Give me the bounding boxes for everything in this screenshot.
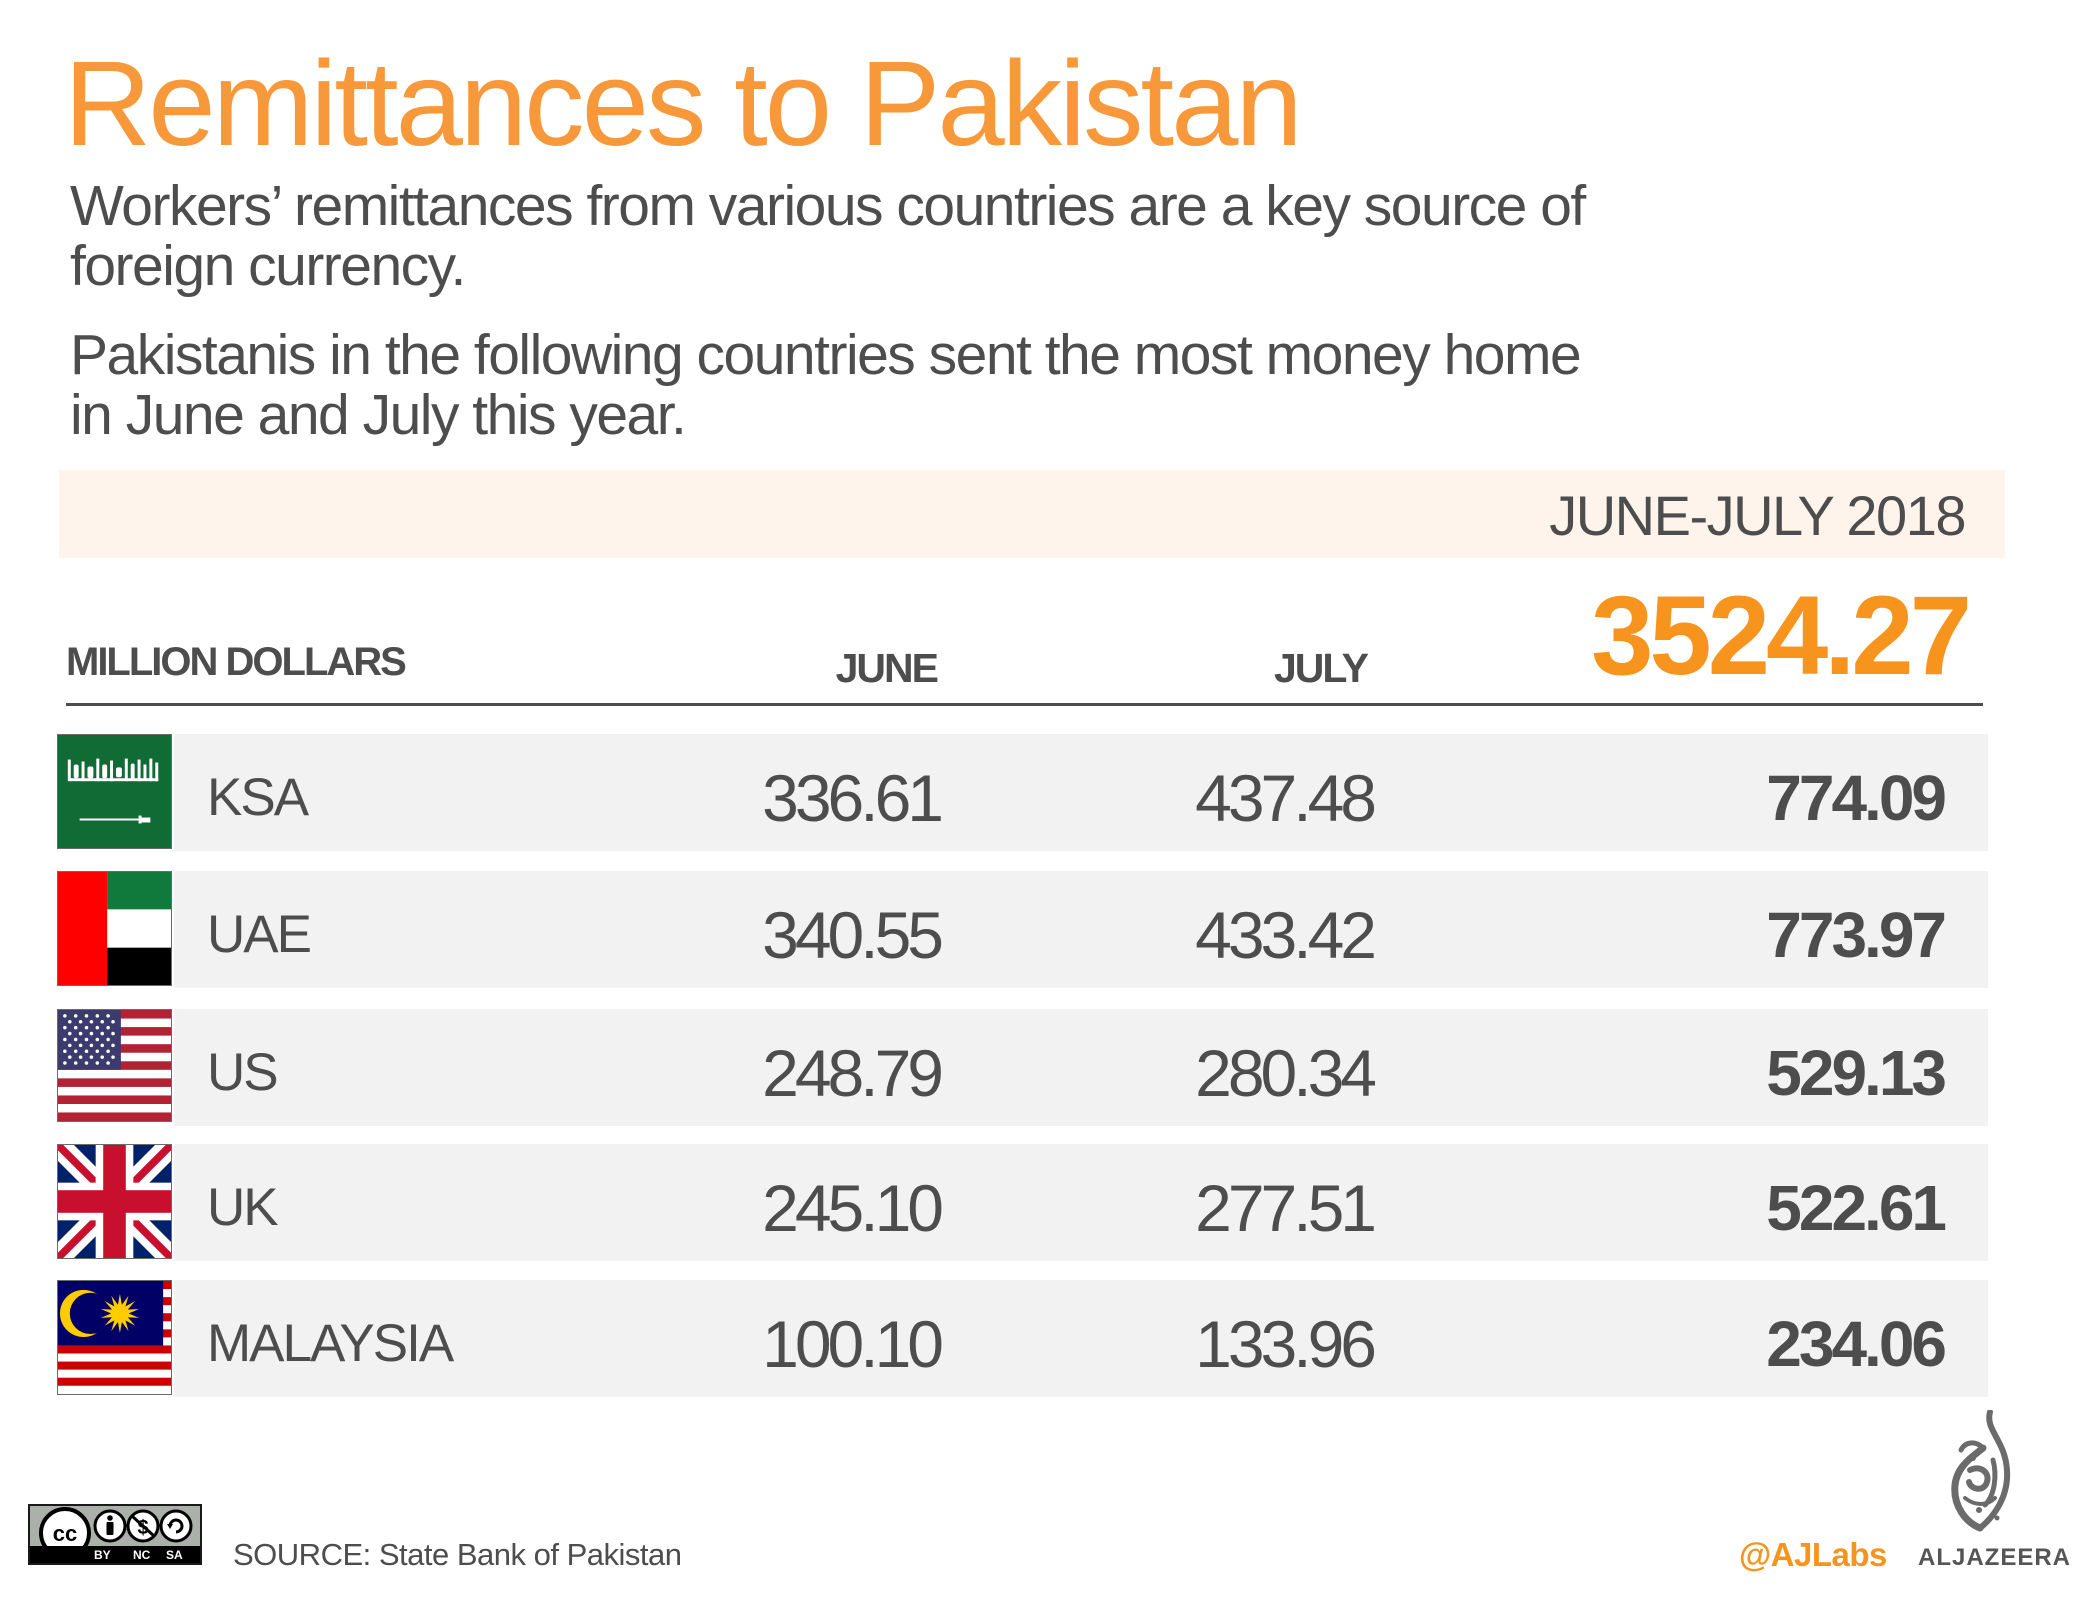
total-value: 529.13 <box>1766 1037 1947 1109</box>
june-value: 245.10 <box>762 1171 944 1245</box>
row-band <box>174 1144 1988 1261</box>
table-row: MALAYSIA 100.10 133.96 234.06 <box>57 1280 1988 1397</box>
by-attribution-icon <box>93 1509 127 1543</box>
country-name: UAE <box>207 905 312 964</box>
table-row: UAE 340.55 433.42 773.97 <box>57 871 1988 988</box>
unit-label: MILLION DOLLARS <box>66 640 407 684</box>
intro-line-2: foreign currency. <box>70 234 466 298</box>
header-divider <box>66 703 1983 706</box>
nc-noncommercial-icon: $ <box>126 1509 160 1543</box>
june-value: 336.61 <box>762 761 944 835</box>
june-value: 100.10 <box>762 1307 944 1381</box>
table-row: KSA 336.61 437.48 774.09 <box>57 734 1988 851</box>
description-paragraph: Pakistanis in the following countries se… <box>70 323 1582 447</box>
country-name: KSA <box>207 768 309 827</box>
row-band <box>174 1009 1988 1126</box>
july-value: 277.51 <box>1195 1171 1377 1245</box>
july-value: 133.96 <box>1195 1307 1377 1381</box>
page-title: Remittances to Pakistan <box>64 35 1303 171</box>
total-value: 773.97 <box>1766 899 1947 971</box>
malaysia-flag-icon <box>57 1280 172 1395</box>
intro-line-1: Workers’ remittances from various countr… <box>70 174 1586 238</box>
intro-paragraph: Workers’ remittances from various countr… <box>70 174 1586 298</box>
uae-flag-icon <box>57 871 172 986</box>
creative-commons-license-badge[interactable]: cc $ BY NC SA <box>28 1504 202 1565</box>
country-name: MALAYSIA <box>207 1314 454 1373</box>
june-value: 248.79 <box>762 1036 944 1110</box>
total-value: 522.61 <box>1766 1172 1947 1244</box>
license-label-by: BY <box>94 1548 111 1562</box>
total-value: 234.06 <box>1766 1308 1947 1380</box>
license-labels-strip <box>30 1546 200 1563</box>
country-name: US <box>207 1043 279 1102</box>
ajlabs-handle-link[interactable]: @AJLabs <box>1739 1536 1887 1573</box>
license-label-nc: NC <box>133 1548 151 1562</box>
license-label-sa: SA <box>166 1548 183 1562</box>
june-value: 340.55 <box>762 898 944 972</box>
july-value: 433.42 <box>1195 898 1377 972</box>
row-band <box>174 1280 1988 1397</box>
row-band <box>174 734 1988 851</box>
description-line-1: Pakistanis in the following countries se… <box>70 323 1582 387</box>
grand-total: 3524.27 <box>1591 573 1972 698</box>
column-header-june: JUNE <box>835 645 939 691</box>
us-flag-icon <box>57 1009 172 1122</box>
uk-flag-icon <box>57 1144 172 1259</box>
country-name: UK <box>207 1178 279 1237</box>
table-row: UK 245.10 277.51 522.61 <box>57 1144 1988 1261</box>
description-line-2: in June and July this year. <box>70 383 687 447</box>
total-value: 774.09 <box>1766 762 1947 834</box>
svg-text:cc: cc <box>53 1521 77 1546</box>
source-credit: SOURCE: State Bank of Pakistan <box>233 1537 682 1572</box>
july-value: 437.48 <box>1195 761 1377 835</box>
period-band <box>59 470 2005 558</box>
aljazeera-wordmark: ALJAZEERA <box>1918 1544 2072 1571</box>
column-header-july: JULY <box>1273 645 1369 691</box>
period-label: JUNE-JULY 2018 <box>1549 484 1966 547</box>
aljazeera-logo-icon <box>1935 1409 2025 1538</box>
saudi-arabia-flag-icon <box>57 734 172 849</box>
july-value: 280.34 <box>1195 1036 1377 1110</box>
sa-sharealike-icon <box>159 1509 193 1543</box>
row-band <box>174 871 1988 988</box>
table-row: US 248.79 280.34 529.13 <box>57 1009 1988 1126</box>
